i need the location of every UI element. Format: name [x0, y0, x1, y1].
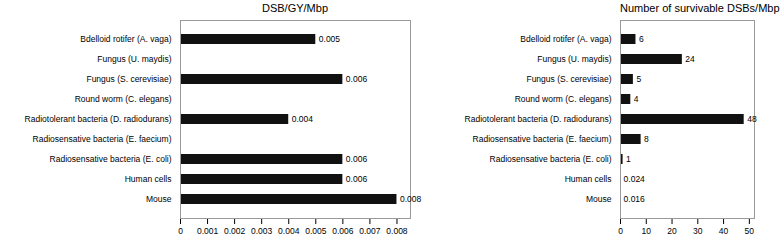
svg-text:Radiosensative bacteria (E. fa: Radiosensative bacteria (E. faecium) [33, 134, 172, 144]
svg-text:0.006: 0.006 [346, 154, 368, 164]
svg-text:Radiosensative bacteria (E. co: Radiosensative bacteria (E. coli) [490, 154, 612, 164]
svg-text:Round worm (C. elegans): Round worm (C. elegans) [75, 94, 172, 104]
svg-text:0: 0 [178, 226, 183, 236]
svg-text:Fungus (U. maydis): Fungus (U. maydis) [537, 54, 611, 64]
svg-text:Radiotolerant bacteria (D. rad: Radiotolerant bacteria (D. radiodurans) [25, 114, 172, 124]
svg-text:Round worm (C. elegans): Round worm (C. elegans) [515, 94, 612, 104]
svg-text:Radiosensative bacteria (E. fa: Radiosensative bacteria (E. faecium) [473, 134, 612, 144]
svg-text:48: 48 [747, 114, 757, 124]
svg-text:Human cells: Human cells [565, 174, 612, 184]
svg-text:Radiosensative bacteria (E. co: Radiosensative bacteria (E. coli) [50, 154, 172, 164]
svg-text:0.006: 0.006 [346, 174, 368, 184]
svg-text:Mouse: Mouse [586, 194, 612, 204]
svg-text:0.016: 0.016 [624, 194, 646, 204]
svg-text:Human cells: Human cells [125, 174, 172, 184]
svg-text:Bdelloid rotifer (A. vaga): Bdelloid rotifer (A. vaga) [520, 34, 611, 44]
svg-text:8: 8 [644, 134, 649, 144]
svg-text:0.003: 0.003 [251, 226, 273, 236]
svg-text:0.008: 0.008 [386, 226, 408, 236]
svg-text:0.002: 0.002 [224, 226, 246, 236]
svg-text:50: 50 [745, 226, 755, 236]
svg-text:5: 5 [636, 74, 641, 84]
svg-text:0.005: 0.005 [305, 226, 327, 236]
svg-text:0.008: 0.008 [400, 194, 422, 204]
svg-text:0.005: 0.005 [319, 34, 341, 44]
svg-text:6: 6 [639, 34, 644, 44]
svg-text:Bdelloid rotifer (A. vaga): Bdelloid rotifer (A. vaga) [80, 34, 171, 44]
svg-text:20: 20 [667, 226, 677, 236]
svg-text:10: 10 [642, 226, 652, 236]
svg-text:40: 40 [719, 226, 729, 236]
svg-text:0.024: 0.024 [624, 174, 646, 184]
svg-text:0: 0 [618, 226, 623, 236]
svg-text:0.004: 0.004 [278, 226, 300, 236]
html-text:Number of survivable DSBs/Mbp: Number of survivable DSBs/Mbp [620, 2, 780, 14]
svg-text:0.006: 0.006 [332, 226, 354, 236]
svg-text:0.007: 0.007 [359, 226, 381, 236]
svg-text:Fungus (U. maydis): Fungus (U. maydis) [97, 54, 171, 64]
svg-text:Fungus (S. cerevisiae): Fungus (S. cerevisiae) [86, 74, 171, 84]
svg-text:Fungus (S. cerevisiae): Fungus (S. cerevisiae) [526, 74, 611, 84]
svg-text:30: 30 [693, 226, 703, 236]
svg-text:24: 24 [685, 54, 695, 64]
html-text:DSB/GY/Mbp: DSB/GY/Mbp [262, 2, 328, 14]
svg-text:0.001: 0.001 [197, 226, 219, 236]
svg-text:1: 1 [626, 154, 631, 164]
svg-text:0.006: 0.006 [346, 74, 368, 84]
svg-text:Mouse: Mouse [146, 194, 172, 204]
svg-text:Radiotolerant bacteria (D. rad: Radiotolerant bacteria (D. radiodurans) [465, 114, 612, 124]
svg-text:0.004: 0.004 [292, 114, 314, 124]
svg-text:4: 4 [634, 94, 639, 104]
